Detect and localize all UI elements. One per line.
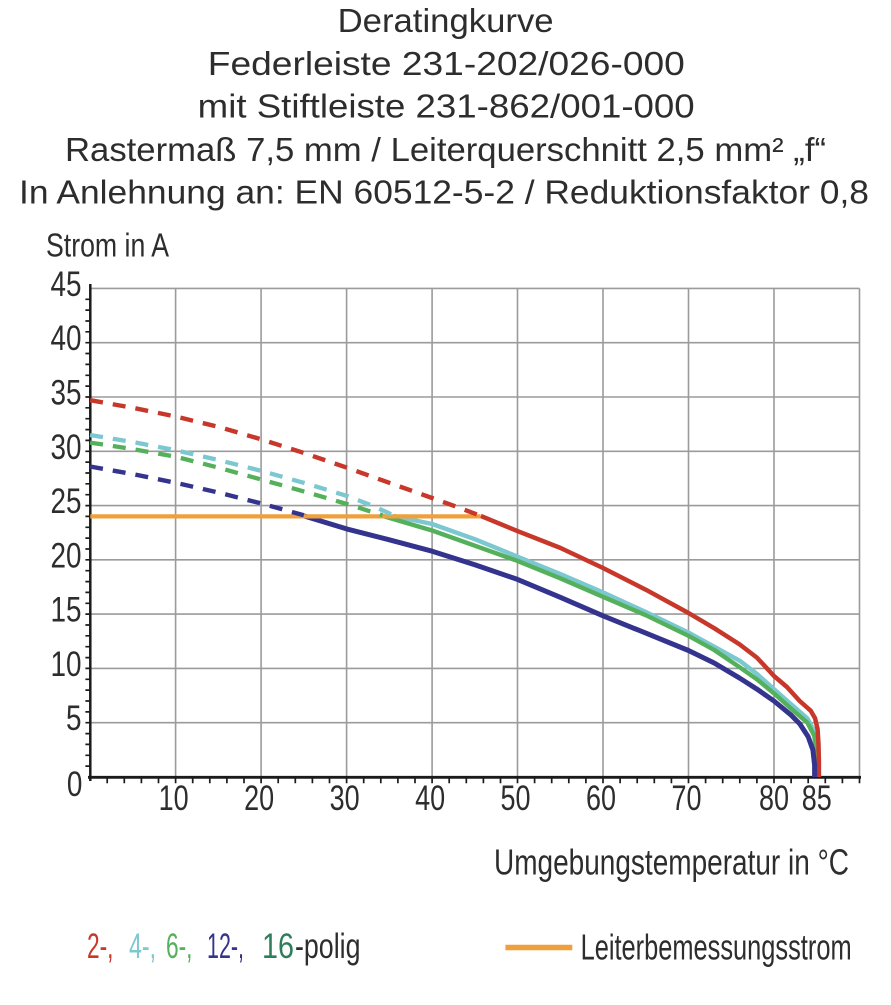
svg-text:20: 20 [244,779,274,818]
svg-text:In Anlehnung an: EN 60512-5-2: In Anlehnung an: EN 60512-5-2 / Reduktio… [19,174,869,211]
svg-text:50: 50 [501,779,531,818]
svg-text:0: 0 [67,765,83,804]
svg-text:30: 30 [51,428,82,467]
svg-text:Umgebungstemperatur in °C: Umgebungstemperatur in °C [494,842,849,883]
svg-text:Deratingkurve: Deratingkurve [338,2,554,39]
svg-text:25: 25 [51,482,82,521]
svg-text:16: 16 [262,927,294,966]
svg-text:30: 30 [330,779,360,818]
svg-text:35: 35 [51,374,82,413]
svg-text:4-,: 4-, [129,927,156,966]
svg-text:12-,: 12-, [207,927,244,966]
svg-text:45: 45 [51,265,82,304]
svg-text:Federleiste 231-202/026-000: Federleiste 231-202/026-000 [208,45,685,82]
svg-text:Rastermaß 7,5 mm / Leiterquers: Rastermaß 7,5 mm / Leiterquerschnitt 2,5… [65,131,826,168]
svg-text:70: 70 [672,779,702,818]
svg-text:80: 80 [759,779,789,818]
svg-text:Strom in A: Strom in A [46,227,169,264]
svg-text:-polig: -polig [295,927,361,966]
svg-text:60: 60 [586,779,616,818]
svg-text:40: 40 [415,779,445,818]
svg-text:10: 10 [159,779,189,818]
svg-text:20: 20 [51,536,82,575]
svg-text:Leiterbemessungsstrom: Leiterbemessungsstrom [581,927,852,968]
svg-text:mit Stiftleiste 231-862/001-00: mit Stiftleiste 231-862/001-000 [198,88,695,125]
svg-text:2-,: 2-, [87,927,114,966]
svg-text:6-,: 6-, [166,927,193,966]
svg-text:15: 15 [51,591,82,630]
svg-text:5: 5 [66,699,82,738]
svg-text:10: 10 [51,645,82,684]
svg-text:85: 85 [802,779,832,818]
svg-text:40: 40 [51,319,82,358]
